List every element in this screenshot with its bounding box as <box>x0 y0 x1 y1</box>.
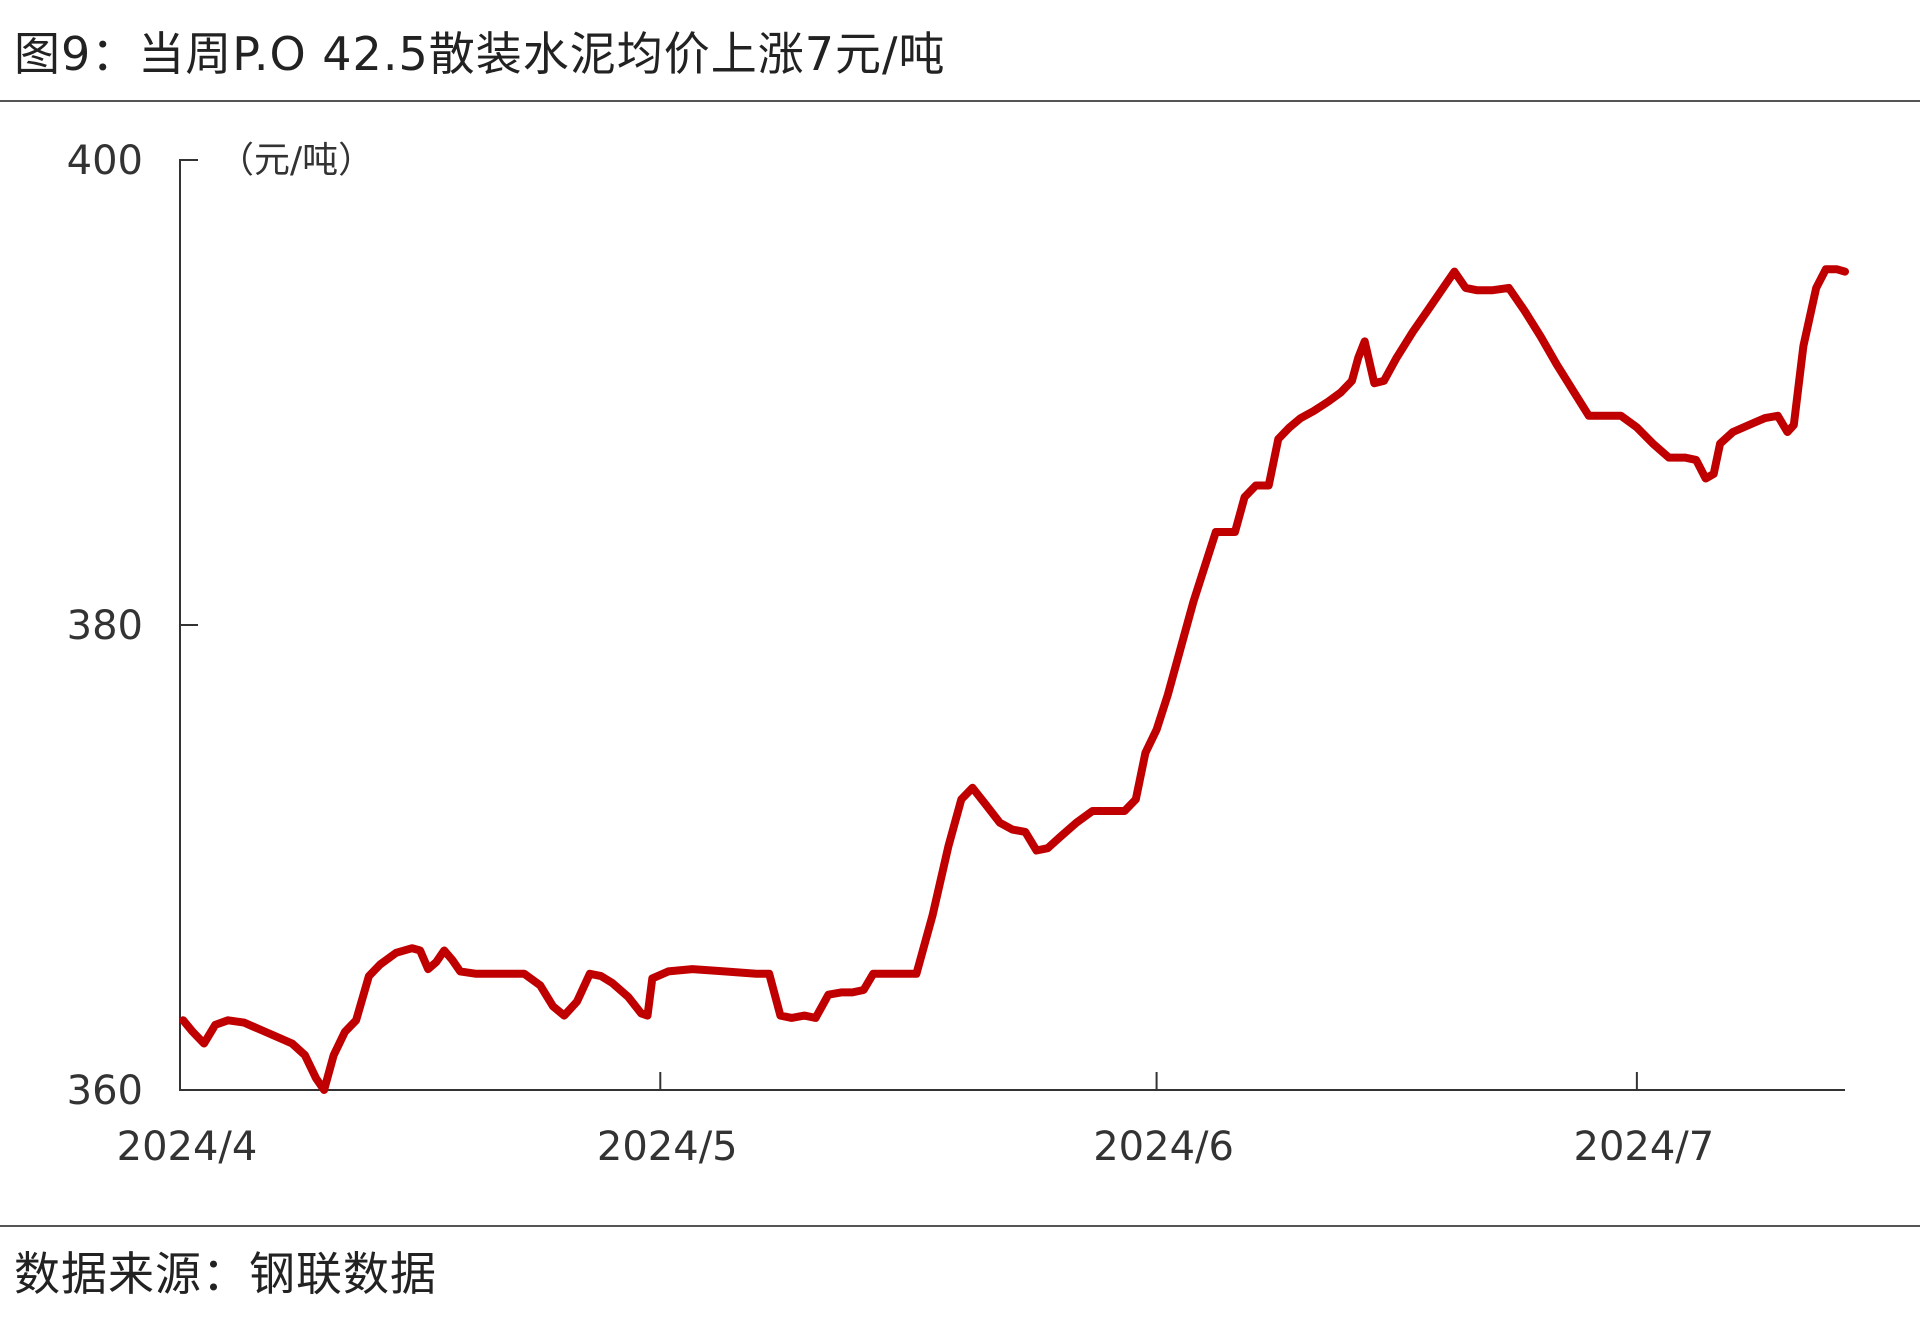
line-chart: 360 380 400 2024/4 2024/5 2024/6 2024/7 （元/吨） <box>67 138 1849 1170</box>
chart-title: 图9：当周P.O 42.5散装水泥均价上涨7元/吨 <box>14 27 946 81</box>
x-tick-label: 2024/5 <box>597 1124 738 1170</box>
x-tick-label: 2024/4 <box>117 1124 258 1170</box>
x-tick-label: 2024/7 <box>1574 1124 1715 1170</box>
y-ticks: 360 380 400 <box>67 138 198 1114</box>
y-tick-label: 360 <box>67 1068 143 1114</box>
y-tick-label: 400 <box>67 138 143 184</box>
y-tick-label: 380 <box>67 603 143 649</box>
footer-rule <box>0 1225 1920 1227</box>
x-ticks: 2024/4 2024/5 2024/6 2024/7 <box>117 1072 1715 1170</box>
series-line <box>179 265 1849 1094</box>
source-note: 数据来源：钢联数据 <box>14 1247 437 1301</box>
x-tick-label: 2024/6 <box>1093 1124 1234 1170</box>
y-unit-label: （元/吨） <box>218 140 374 181</box>
header-rule <box>0 100 1920 102</box>
